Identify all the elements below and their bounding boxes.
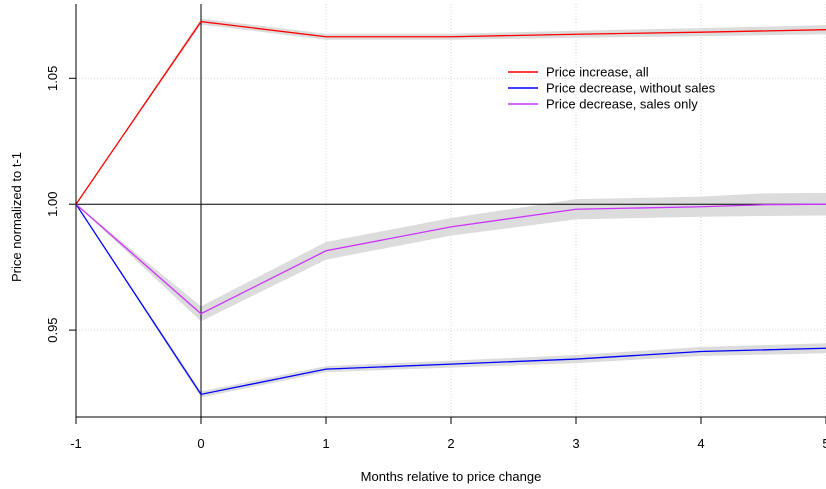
y-tick-label: 0.95 (45, 317, 60, 342)
reference-lines (76, 4, 826, 417)
x-tick-label: 3 (572, 436, 579, 451)
x-tick-label: 4 (697, 436, 704, 451)
x-tick-label: 2 (447, 436, 454, 451)
y-axis-title: Price normalized to t-1 (9, 152, 24, 282)
x-axis-title: Months relative to price change (361, 469, 542, 484)
series-lines (75, 20, 826, 396)
y-tick-label: 1.00 (45, 192, 60, 217)
series-line (75, 20, 826, 205)
x-tick-label: 0 (197, 436, 204, 451)
series-line (75, 203, 826, 315)
y-tick-label: 1.05 (45, 66, 60, 91)
x-tick-label: 5 (822, 436, 826, 451)
axes: -1 0 1 2 3 4 5 0.95 1.00 1.05 (45, 4, 826, 451)
confidence-band (76, 192, 826, 322)
confidence-bands (76, 18, 826, 398)
legend-entry: Price decrease, without sales (546, 81, 716, 96)
x-tick-label: -1 (70, 436, 82, 451)
x-tick-label: 1 (322, 436, 329, 451)
legend-entry: Price increase, all (546, 65, 649, 80)
series-line (75, 203, 826, 396)
legend-entry: Price decrease, sales only (546, 97, 698, 112)
